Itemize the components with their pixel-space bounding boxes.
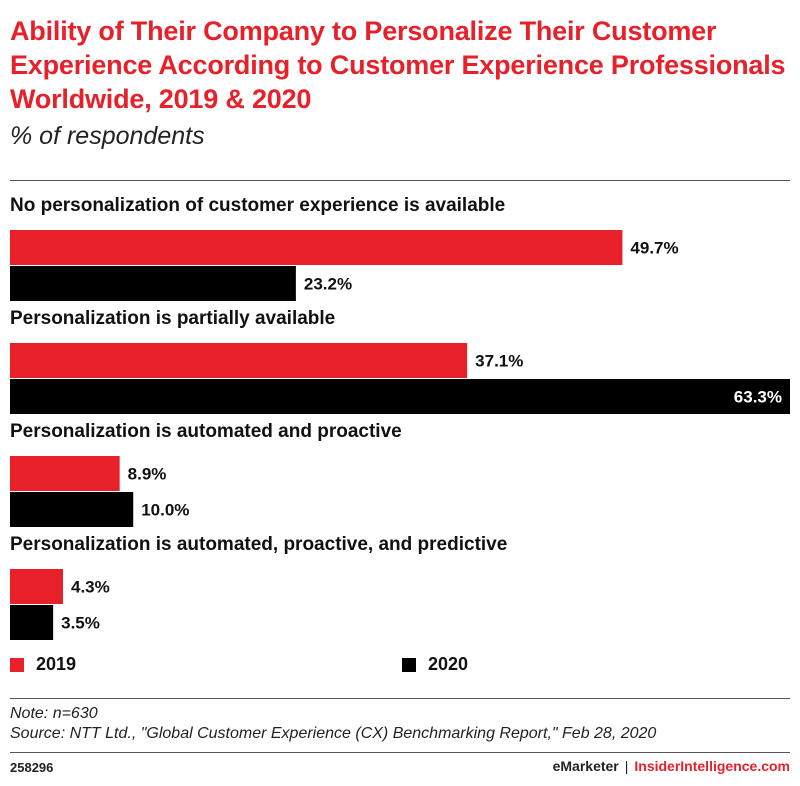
category-label: Personalization is partially available bbox=[10, 308, 335, 329]
top-divider bbox=[10, 180, 790, 181]
bar-2020-3 bbox=[10, 492, 134, 527]
chart-subtitle: % of respondents bbox=[10, 122, 205, 150]
chart-id: 258296 bbox=[10, 760, 54, 775]
chart-note: Note: n=630 bbox=[10, 705, 98, 722]
data-label: 63.3% bbox=[734, 388, 782, 407]
data-label: 3.5% bbox=[61, 614, 100, 633]
data-label: 23.2% bbox=[304, 275, 352, 294]
data-label: 4.3% bbox=[71, 578, 110, 597]
legend-item-2020: 2020 bbox=[402, 654, 468, 675]
footer-divider bbox=[10, 698, 790, 699]
brand-separator: | bbox=[624, 758, 629, 774]
data-label: 10.0% bbox=[141, 501, 189, 520]
chart-title: Ability of Their Company to Personalize … bbox=[10, 16, 786, 114]
bar-2019-3 bbox=[10, 456, 120, 491]
bar-2019-2 bbox=[10, 343, 468, 378]
data-label: 49.7% bbox=[630, 239, 678, 258]
legend-label: 2020 bbox=[428, 654, 469, 674]
chart-source: Source: NTT Ltd., "Global Customer Exper… bbox=[10, 725, 657, 742]
category-label: Personalization is automated, proactive,… bbox=[10, 534, 507, 555]
legend-item-2019: 2019 bbox=[10, 654, 76, 675]
bar-2019-4 bbox=[10, 569, 63, 604]
bottom-divider bbox=[10, 752, 790, 753]
insider-intelligence-link[interactable]: InsiderIntelligence.com bbox=[634, 758, 790, 774]
data-label: 37.1% bbox=[475, 352, 523, 371]
chart-legend: 2019 2020 bbox=[0, 654, 800, 678]
bar-2019-1 bbox=[10, 230, 623, 265]
bar-2020-1 bbox=[10, 266, 296, 301]
category-label: Personalization is automated and proacti… bbox=[10, 421, 402, 442]
bar-chart: No personalization of customer experienc… bbox=[10, 195, 790, 640]
category-label: No personalization of customer experienc… bbox=[10, 195, 505, 216]
legend-label: 2019 bbox=[36, 654, 77, 674]
bar-2020-4 bbox=[10, 605, 54, 640]
legend-swatch bbox=[402, 657, 416, 672]
legend-swatch bbox=[10, 657, 24, 672]
brand-footer: eMarketer | InsiderIntelligence.com bbox=[553, 758, 790, 774]
data-label: 8.9% bbox=[128, 465, 167, 484]
emarketer-logo-text: eMarketer bbox=[552, 758, 619, 774]
bar-2020-2 bbox=[10, 379, 790, 414]
